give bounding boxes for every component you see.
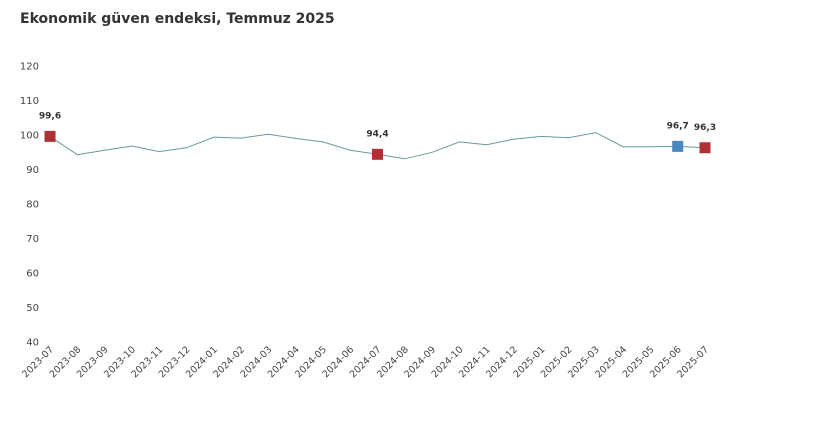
y-tick-label: 120 (20, 62, 39, 73)
y-tick-label: 100 (20, 131, 39, 142)
y-tick-label: 50 (26, 303, 39, 314)
highlight-marker (699, 142, 711, 154)
y-tick-label: 110 (20, 96, 39, 107)
data-label: 96,3 (694, 123, 716, 133)
y-tick-label: 60 (26, 269, 39, 280)
y-tick-label: 40 (26, 338, 39, 349)
y-tick-label: 70 (26, 234, 39, 245)
highlight-marker (672, 140, 684, 152)
data-label: 96,7 (667, 121, 689, 131)
highlight-marker (372, 148, 383, 160)
y-tick-label: 90 (26, 165, 39, 176)
data-label: 94,4 (366, 129, 388, 139)
highlight-marker (44, 130, 56, 142)
chart-title: Ekonomik güven endeksi, Temmuz 2025 (20, 11, 335, 27)
data-label: 99,6 (39, 111, 61, 121)
y-tick-label: 80 (26, 200, 39, 211)
